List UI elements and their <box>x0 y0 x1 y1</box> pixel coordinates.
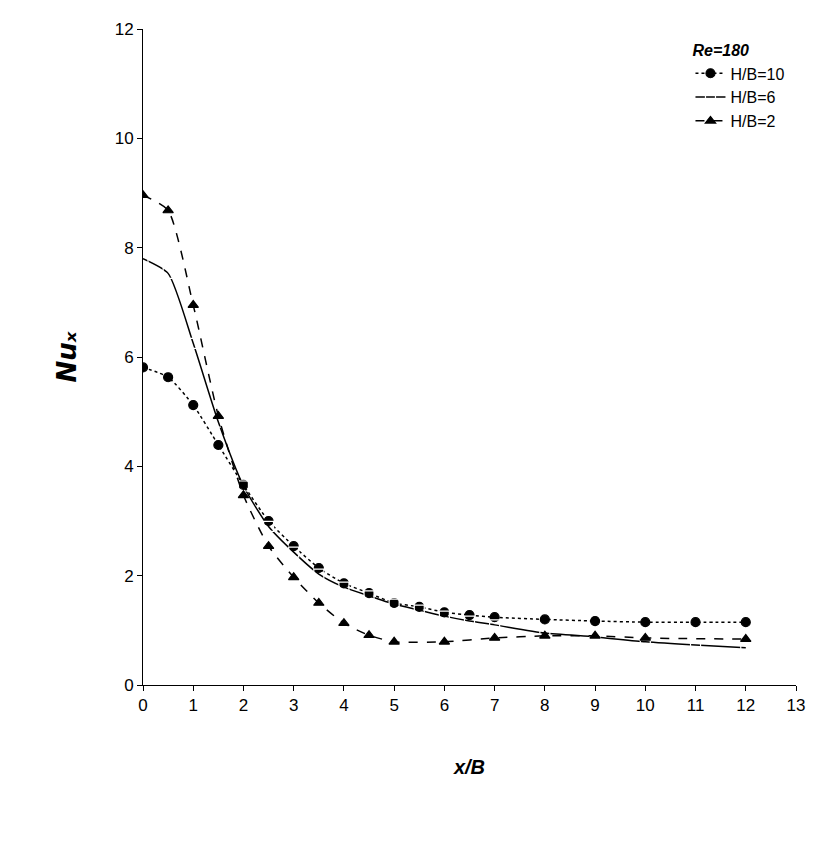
svg-text:12: 12 <box>115 20 134 39</box>
svg-text:10: 10 <box>636 696 655 715</box>
svg-text:H/B=10: H/B=10 <box>730 66 784 83</box>
svg-text:10: 10 <box>115 129 134 148</box>
svg-text:13: 13 <box>787 696 806 715</box>
svg-text:2: 2 <box>124 567 133 586</box>
svg-text:H/B=6: H/B=6 <box>730 89 775 106</box>
svg-text:0: 0 <box>138 696 147 715</box>
svg-text:12: 12 <box>736 696 755 715</box>
svg-text:4: 4 <box>339 696 348 715</box>
svg-text:3: 3 <box>289 696 298 715</box>
svg-text:9: 9 <box>590 696 599 715</box>
svg-text:8: 8 <box>540 696 549 715</box>
svg-text:Re=180: Re=180 <box>692 42 749 59</box>
svg-text:x/B: x/B <box>453 756 485 778</box>
svg-text:6: 6 <box>124 348 133 367</box>
svg-text:7: 7 <box>490 696 499 715</box>
svg-text:2: 2 <box>239 696 248 715</box>
svg-text:6: 6 <box>440 696 449 715</box>
svg-text:0: 0 <box>124 676 133 695</box>
svg-text:5: 5 <box>389 696 398 715</box>
svg-text:Nuₓ: Nuₓ <box>52 330 82 382</box>
svg-text:4: 4 <box>124 457 133 476</box>
svg-text:8: 8 <box>124 239 133 258</box>
svg-text:H/B=2: H/B=2 <box>730 113 775 130</box>
svg-text:1: 1 <box>188 696 197 715</box>
svg-text:11: 11 <box>687 696 705 715</box>
